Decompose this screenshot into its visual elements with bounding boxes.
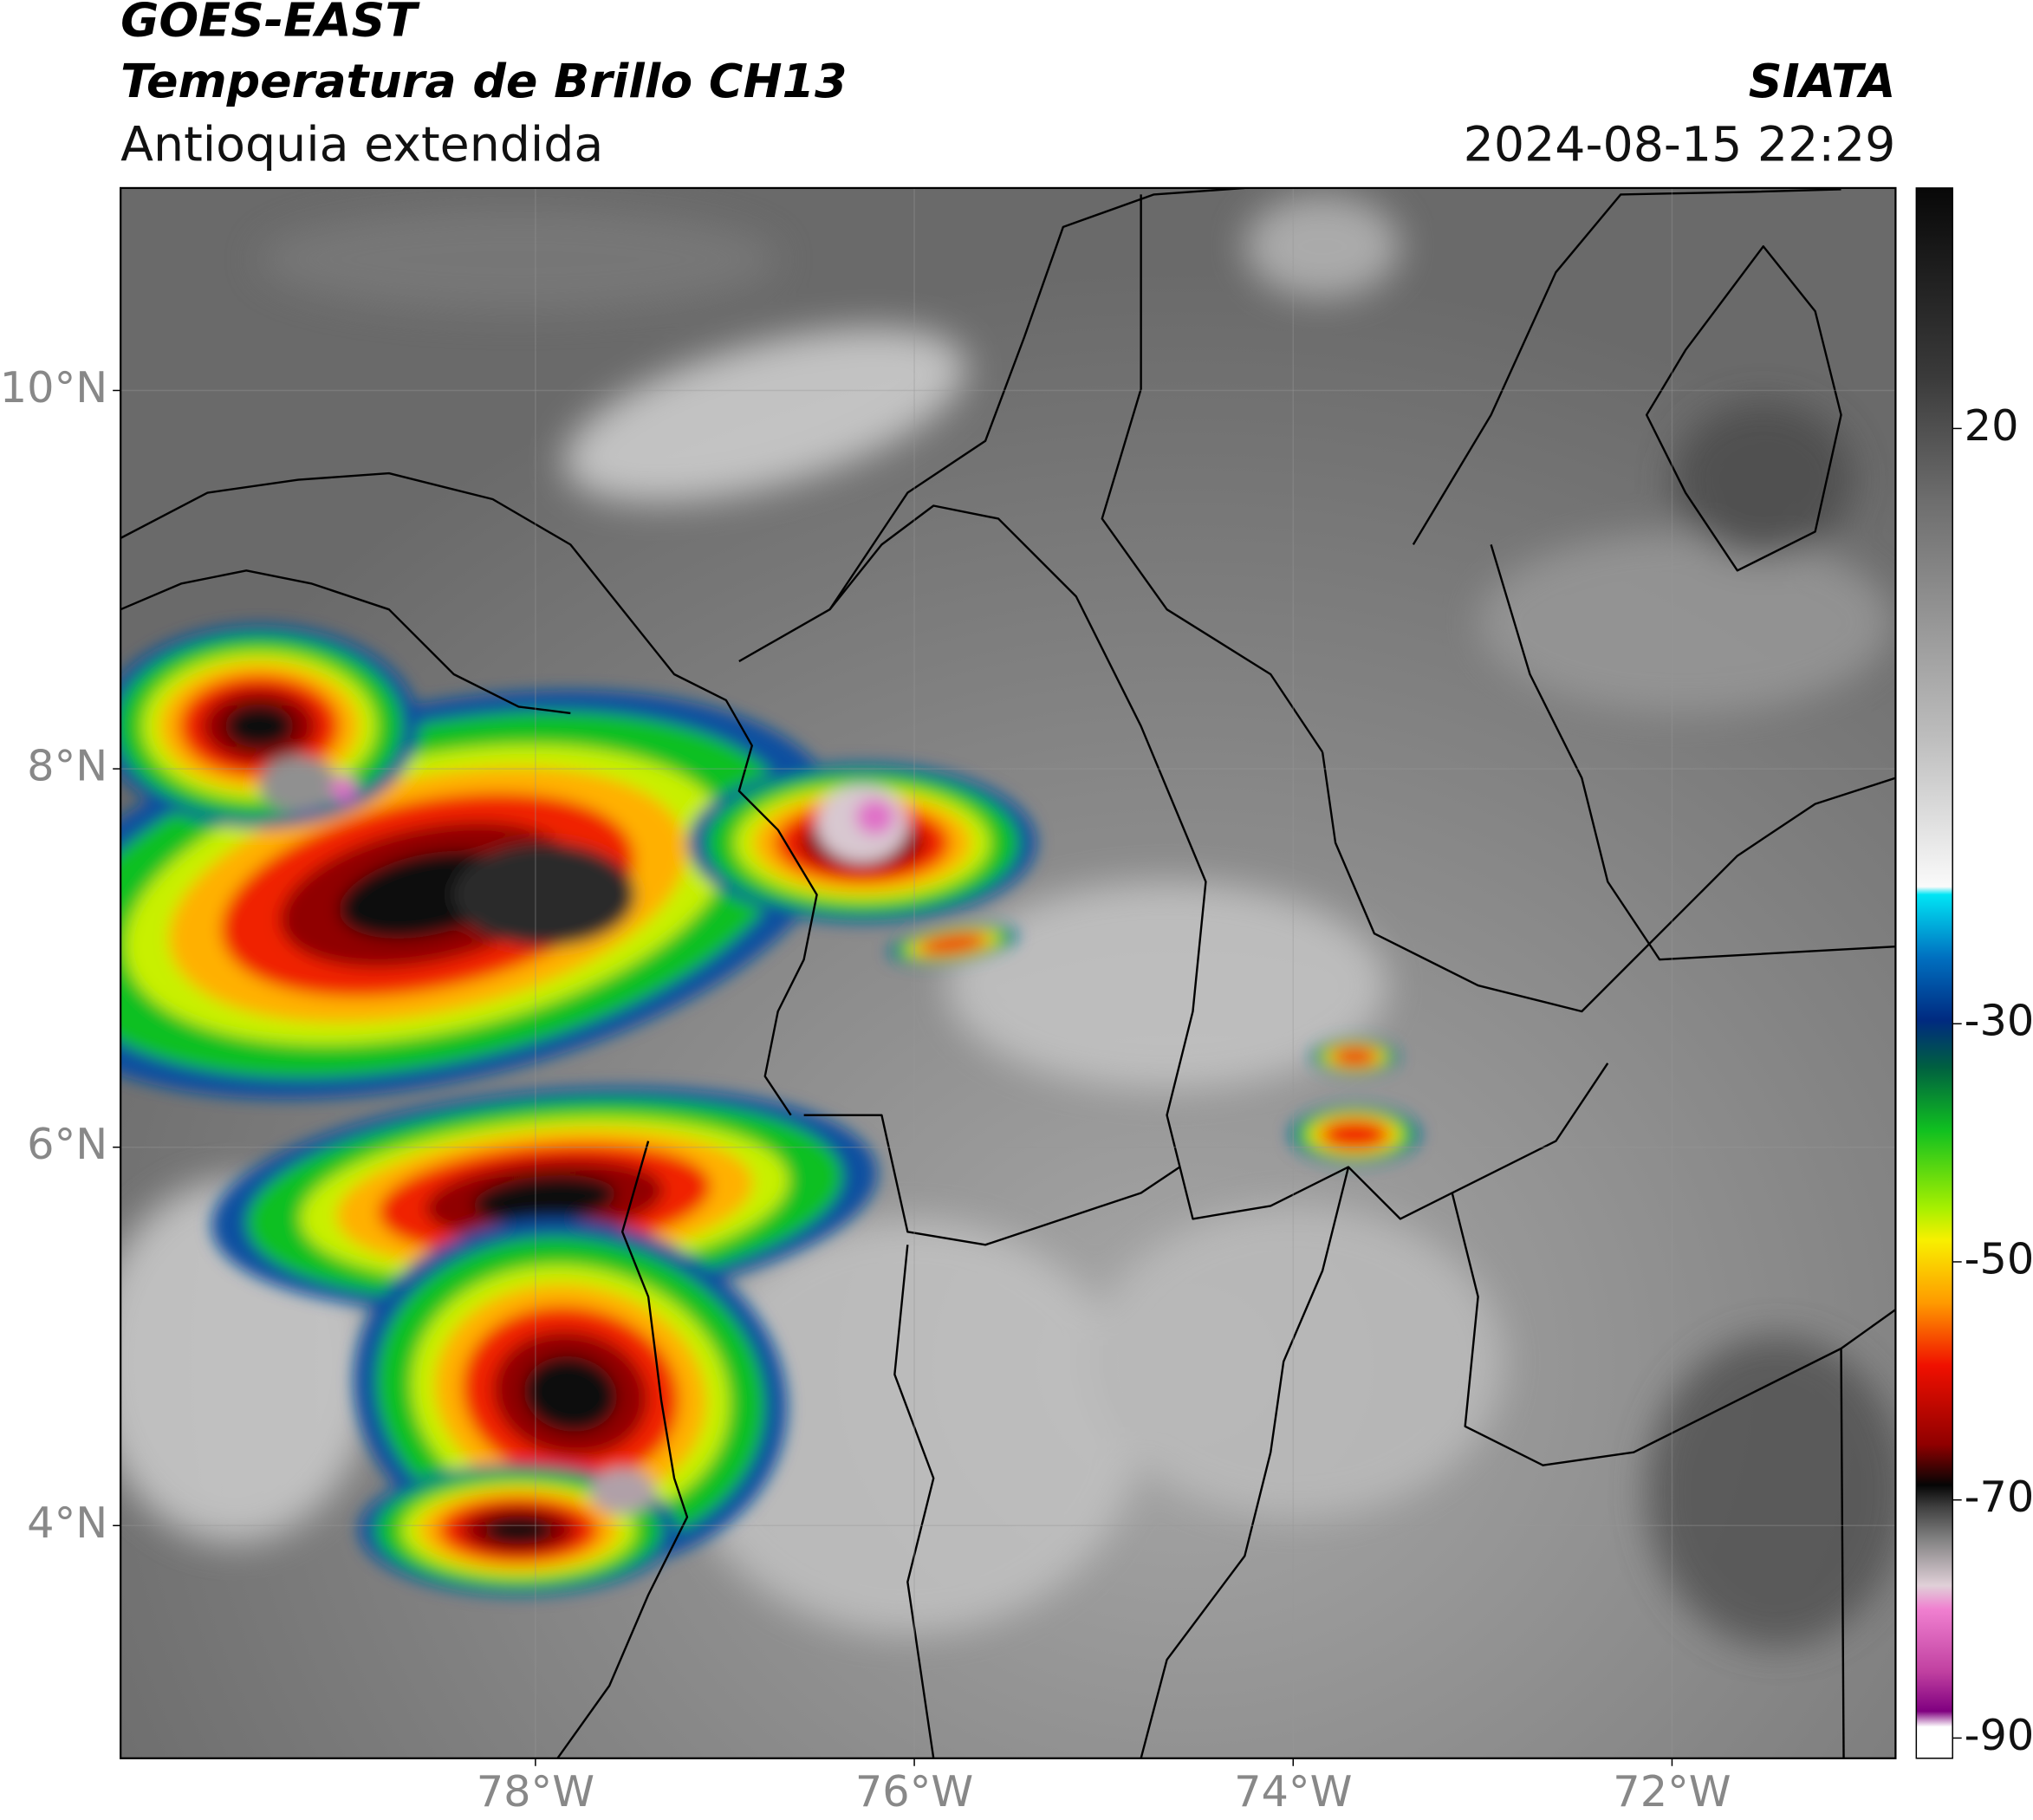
y-tick-label: 8°N	[27, 741, 107, 791]
cloud-layer	[473, 1175, 616, 1224]
cloud-core	[453, 842, 636, 947]
subtitle: Temperatura de Brillo CH13	[120, 54, 847, 108]
cloud-core	[589, 1467, 655, 1515]
colorbar-tick-label: -50	[1965, 1233, 2033, 1284]
cloud-layer	[920, 933, 986, 954]
timestamp: 2024-08-15 22:29	[1464, 118, 1896, 173]
cloud-core	[259, 756, 338, 814]
borders	[120, 187, 1896, 1758]
cloud-layer	[484, 1516, 553, 1544]
colorbar-tick-label: -30	[1965, 996, 2033, 1046]
x-tick-label: 74°W	[1234, 1766, 1352, 1817]
cloud-layer	[224, 704, 294, 748]
colorbar-tick-label: -70	[1965, 1472, 2033, 1522]
x-tick-label: 76°W	[855, 1766, 973, 1817]
source: SIATA	[1749, 54, 1896, 108]
map-image	[120, 187, 1896, 1758]
cloud-layer	[1333, 1048, 1377, 1066]
region: Antioquia extendida	[120, 118, 603, 173]
cloud-layer	[523, 1355, 617, 1432]
title: GOES-EAST	[120, 0, 420, 48]
map-frame	[120, 186, 1897, 1759]
cloud-core	[855, 798, 895, 835]
x-tick-label: 78°W	[477, 1766, 594, 1817]
x-tick-label: 72°W	[1613, 1766, 1731, 1817]
colorbar-tick-label: -90	[1965, 1710, 2033, 1760]
y-tick-label: 6°N	[27, 1119, 107, 1169]
cloud-layer	[1322, 1120, 1388, 1149]
y-tick-label: 10°N	[0, 362, 107, 413]
colorbar	[1915, 187, 1953, 1759]
cloud-core	[330, 775, 357, 802]
y-tick-label: 4°N	[27, 1498, 107, 1548]
colorbar-tick-label: 20	[1965, 400, 2019, 451]
